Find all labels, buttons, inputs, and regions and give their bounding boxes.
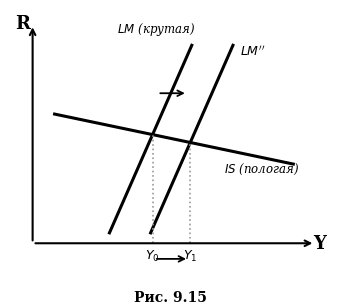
Text: $IS$ (пологая): $IS$ (пологая) xyxy=(224,162,299,177)
Text: $LM$ (крутая): $LM$ (крутая) xyxy=(117,21,195,38)
Text: R: R xyxy=(15,15,30,34)
Text: Y: Y xyxy=(313,235,326,253)
Text: $LM^{\prime\prime}$: $LM^{\prime\prime}$ xyxy=(240,44,265,59)
Text: $Y_1$: $Y_1$ xyxy=(183,249,197,264)
Text: $Y_0$: $Y_0$ xyxy=(145,249,160,264)
Text: Рис. 9.15: Рис. 9.15 xyxy=(134,291,207,305)
